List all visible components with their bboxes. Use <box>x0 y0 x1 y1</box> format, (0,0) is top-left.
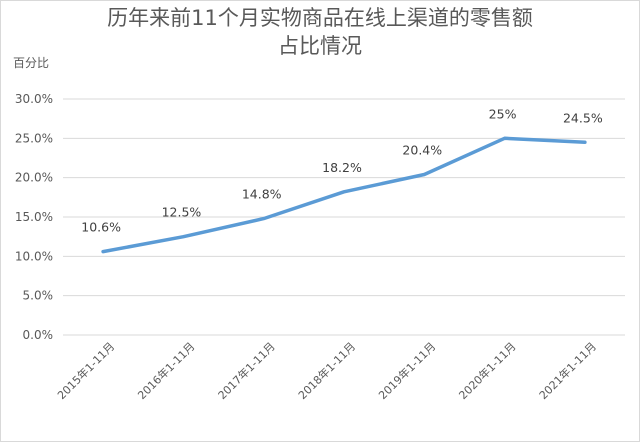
chart-title-line2: 占比情况 <box>278 34 362 58</box>
y-tick-label: 5.0% <box>23 289 54 303</box>
y-tick-labels: 0.0% 5.0% 10.0% 15.0% 20.0% 25.0% 30.0% <box>15 92 53 342</box>
x-tick-label: 2019年1-11月 <box>375 339 438 402</box>
chart-title-line1: 历年来前11个月实物商品在线上渠道的零售额 <box>107 6 533 30</box>
y-tick-label: 25.0% <box>15 131 53 145</box>
x-tick-label: 2016年1-11月 <box>135 339 198 402</box>
y-tick-label: 0.0% <box>23 328 54 342</box>
x-tick-label: 2021年1-11月 <box>536 339 599 402</box>
data-label: 18.2% <box>322 160 362 175</box>
y-tick-label: 30.0% <box>15 92 53 106</box>
x-tick-label: 2018年1-11月 <box>295 339 358 402</box>
gridlines <box>63 98 625 336</box>
data-label: 25% <box>489 106 517 121</box>
x-tick-labels: 2015年1-11月 2016年1-11月 2017年1-11月 2018年1-11月… <box>54 339 599 402</box>
y-axis-label: 百分比 <box>13 56 50 70</box>
x-tick-label: 2015年1-11月 <box>54 339 117 402</box>
chart-title: 历年来前11个月实物商品在线上渠道的零售额 占比情况 <box>0 4 640 60</box>
data-label: 24.5% <box>563 110 603 125</box>
y-tick-label: 15.0% <box>15 210 53 224</box>
data-label: 12.5% <box>162 205 202 220</box>
y-tick-label: 10.0% <box>15 249 53 263</box>
x-tick-label: 2020年1-11月 <box>456 339 519 402</box>
data-label: 14.8% <box>242 187 282 202</box>
data-label: 10.6% <box>81 220 121 235</box>
x-tick-label: 2017年1-11月 <box>215 339 278 402</box>
series-line <box>101 136 587 254</box>
series-polyline <box>101 136 587 254</box>
data-labels: 10.6% 12.5% 14.8% 18.2% 20.4% 25% 24.5% <box>81 106 603 234</box>
y-tick-label: 20.0% <box>15 171 53 185</box>
data-label: 20.4% <box>402 143 442 158</box>
